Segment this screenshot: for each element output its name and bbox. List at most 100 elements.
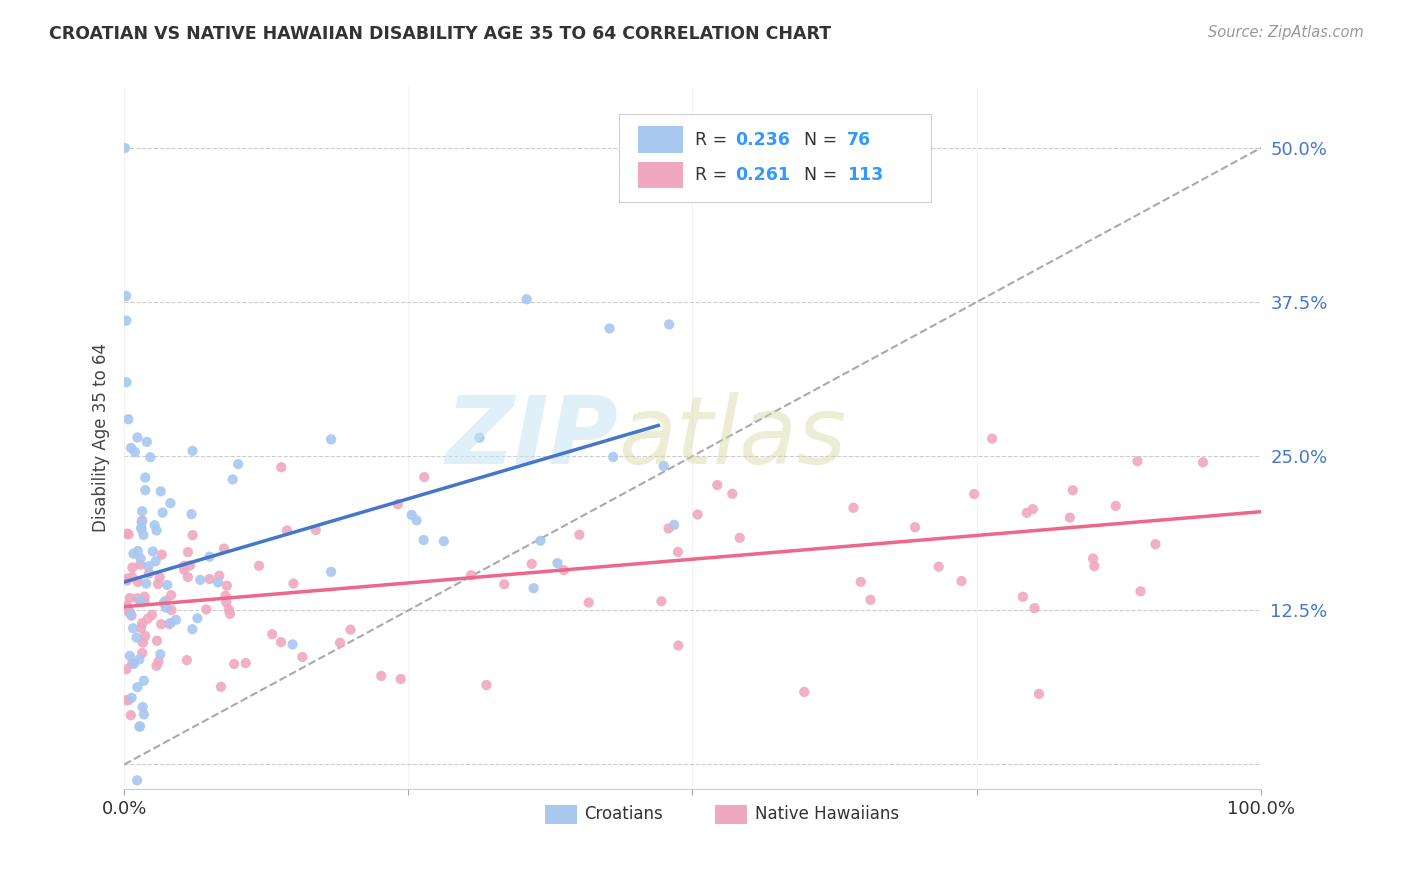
Point bbox=[115, 526, 138, 541]
Point bbox=[207, 575, 229, 590]
Point bbox=[125, 631, 148, 645]
Point bbox=[181, 622, 204, 636]
Point bbox=[129, 551, 152, 566]
Point bbox=[173, 558, 195, 573]
Point bbox=[132, 635, 155, 649]
Point bbox=[134, 483, 156, 497]
Point bbox=[401, 508, 423, 522]
Text: ZIP: ZIP bbox=[446, 392, 619, 483]
Point bbox=[460, 568, 482, 582]
Point bbox=[686, 508, 709, 522]
Text: R =: R = bbox=[695, 166, 733, 184]
Bar bbox=[638, 161, 683, 188]
Point bbox=[138, 559, 160, 574]
Point bbox=[1105, 499, 1128, 513]
FancyBboxPatch shape bbox=[619, 114, 931, 202]
Point bbox=[658, 318, 681, 332]
Point bbox=[155, 594, 177, 608]
Point bbox=[131, 616, 153, 631]
Point bbox=[165, 613, 187, 627]
Point bbox=[135, 576, 157, 591]
Text: N =: N = bbox=[804, 131, 842, 149]
Point bbox=[706, 478, 728, 492]
Point bbox=[666, 639, 689, 653]
Point bbox=[1022, 502, 1045, 516]
Point bbox=[188, 573, 211, 587]
Point bbox=[1144, 537, 1167, 551]
Text: 0.236: 0.236 bbox=[735, 131, 790, 149]
Point bbox=[134, 470, 156, 484]
Point bbox=[468, 431, 491, 445]
Point bbox=[122, 657, 145, 671]
Point bbox=[405, 513, 427, 527]
Point bbox=[235, 656, 257, 670]
Point bbox=[214, 589, 236, 603]
Point bbox=[475, 678, 498, 692]
Point bbox=[142, 544, 165, 558]
Point bbox=[433, 534, 456, 549]
Point bbox=[195, 602, 218, 616]
Point bbox=[115, 599, 138, 613]
Point bbox=[652, 458, 675, 473]
Point bbox=[215, 579, 238, 593]
Point bbox=[650, 594, 672, 608]
Point bbox=[928, 559, 950, 574]
Point bbox=[728, 531, 751, 545]
Point bbox=[1192, 455, 1215, 469]
Point bbox=[389, 672, 412, 686]
Point bbox=[568, 527, 591, 541]
Point bbox=[209, 680, 232, 694]
Point bbox=[118, 605, 141, 619]
Point bbox=[121, 657, 143, 671]
Point bbox=[115, 289, 138, 303]
Point bbox=[124, 445, 146, 459]
Point bbox=[516, 293, 538, 307]
Point bbox=[1015, 506, 1038, 520]
Point bbox=[413, 470, 436, 484]
Point bbox=[129, 558, 152, 572]
Point bbox=[141, 607, 163, 622]
Point bbox=[494, 577, 516, 591]
Point bbox=[135, 434, 157, 449]
Point bbox=[115, 572, 138, 586]
Point bbox=[118, 591, 141, 605]
Point bbox=[131, 504, 153, 518]
Point bbox=[128, 652, 150, 666]
Point bbox=[118, 604, 141, 618]
Point bbox=[129, 621, 152, 635]
Point bbox=[157, 617, 180, 632]
Point bbox=[127, 574, 149, 589]
Point bbox=[117, 527, 139, 541]
Text: 113: 113 bbox=[846, 166, 883, 184]
Text: Native Hawaiians: Native Hawaiians bbox=[755, 805, 898, 823]
Point bbox=[173, 563, 195, 577]
Text: R =: R = bbox=[695, 131, 733, 149]
Point bbox=[1062, 483, 1084, 498]
Point bbox=[134, 629, 156, 643]
Point bbox=[1024, 601, 1046, 615]
Point bbox=[553, 563, 575, 577]
Point bbox=[132, 673, 155, 688]
Point bbox=[247, 558, 270, 573]
Point bbox=[904, 520, 927, 534]
Point bbox=[134, 590, 156, 604]
Point bbox=[145, 554, 167, 568]
Point bbox=[131, 520, 153, 534]
Point bbox=[963, 487, 986, 501]
Point bbox=[132, 707, 155, 722]
Point bbox=[181, 528, 204, 542]
Point bbox=[120, 607, 142, 622]
Point bbox=[129, 719, 152, 733]
Point bbox=[127, 430, 149, 444]
Point bbox=[529, 533, 551, 548]
Point bbox=[319, 565, 342, 579]
Point bbox=[115, 693, 138, 707]
Point bbox=[849, 574, 872, 589]
Point bbox=[120, 708, 142, 723]
Point bbox=[283, 576, 305, 591]
Point bbox=[160, 588, 183, 602]
Point bbox=[131, 513, 153, 527]
Point bbox=[226, 457, 249, 471]
Point bbox=[156, 578, 179, 592]
Point bbox=[176, 653, 198, 667]
